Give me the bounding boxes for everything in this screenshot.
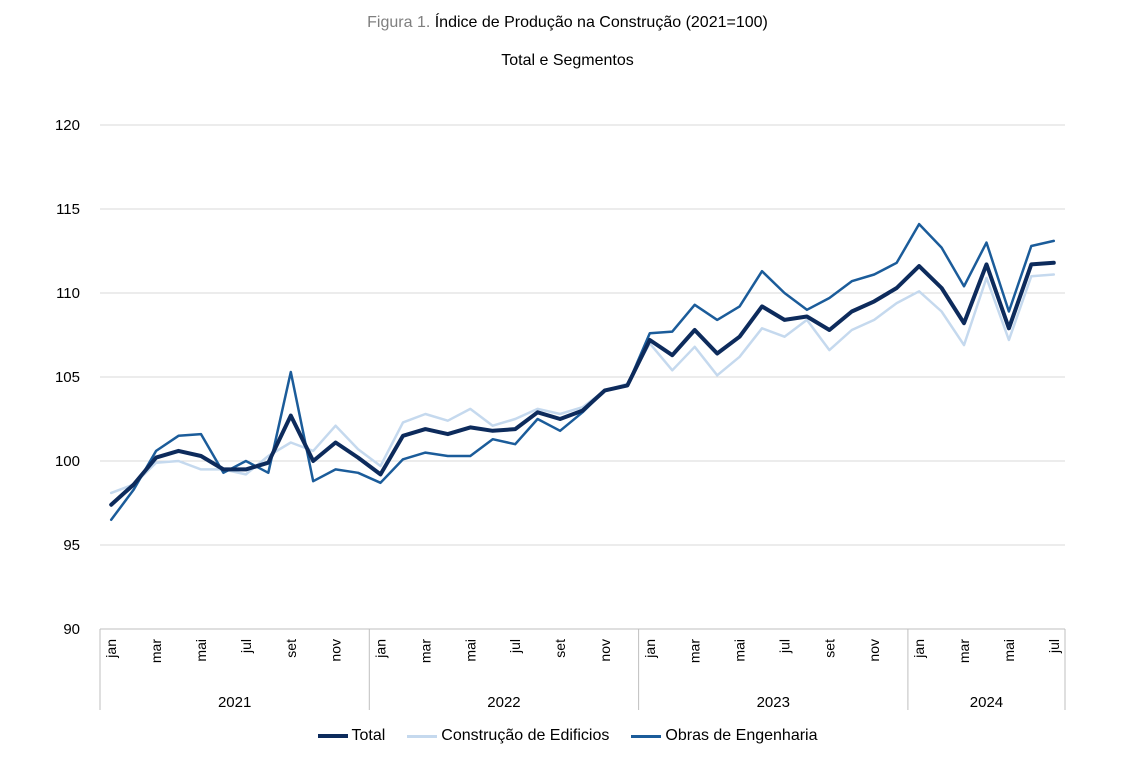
- x-tick-label-2023-jul: jul: [776, 639, 792, 654]
- year-label-2021: 2021: [218, 694, 251, 711]
- series-line-total: [109, 260, 1056, 507]
- y-tick-label-105: 105: [55, 369, 80, 386]
- x-tick-label-2022-jan: jan: [373, 639, 389, 659]
- x-tick-label-2023-mai: mai: [732, 639, 748, 662]
- series-line-engenharia: [109, 222, 1056, 522]
- chart-title: Figura 1. Índice de Produção na Construç…: [0, 14, 1135, 32]
- legend: Total Construção de Edificios Obras de E…: [0, 727, 1135, 745]
- y-tick-label-110: 110: [56, 285, 80, 302]
- legend-swatch-edificios: [407, 734, 438, 738]
- legend-item-total: Total: [317, 727, 386, 745]
- x-tick-label-2021-set: set: [283, 639, 299, 658]
- year-label-2022: 2022: [487, 694, 520, 711]
- title-prefix: Figura 1.: [367, 14, 431, 31]
- x-tick-label-2023-jan: jan: [642, 639, 658, 659]
- y-tick-label-90: 90: [63, 621, 80, 638]
- legend-swatch-total: [317, 734, 348, 738]
- legend-item-engenharia: Obras de Engenharia: [631, 727, 818, 745]
- x-tick-label-2024-mai: mai: [1001, 639, 1017, 662]
- x-tick-label-2024-mar: mar: [956, 639, 972, 663]
- x-tick-label-2024-jan: jan: [911, 639, 927, 659]
- x-tick-label-2022-jul: jul: [507, 639, 523, 654]
- y-tick-label-115: 115: [56, 201, 80, 218]
- x-tick-label-2022-mar: mar: [417, 639, 433, 663]
- chart-subtitle: Total e Segmentos: [501, 52, 634, 69]
- x-tick-label-2021-jul: jul: [238, 639, 254, 654]
- x-tick-label-2023-nov: nov: [866, 639, 882, 662]
- x-tick-label-2021-mai: mai: [193, 639, 209, 662]
- x-tick-label-2023-set: set: [821, 639, 837, 658]
- legend-item-edificios: Construção de Edificios: [407, 727, 609, 745]
- legend-swatch-engenharia: [631, 734, 662, 738]
- x-tick-label-2024-jul: jul: [1046, 639, 1062, 654]
- x-tick-label-2022-set: set: [552, 639, 568, 658]
- legend-label-total: Total: [351, 727, 386, 744]
- x-tick-label-2021-mar: mar: [148, 639, 164, 663]
- y-tick-label-120: 120: [55, 117, 80, 134]
- legend-label-engenharia: Obras de Engenharia: [665, 727, 818, 744]
- y-tick-label-100: 100: [55, 453, 80, 470]
- series-line-edificios: [109, 273, 1056, 495]
- x-tick-label-2023-mar: mar: [687, 639, 703, 663]
- title-text: Índice de Produção na Construção (2021=1…: [434, 14, 768, 31]
- x-tick-label-2022-mai: mai: [462, 639, 478, 662]
- x-tick-label-2021-nov: nov: [328, 639, 344, 662]
- year-label-2024: 2024: [970, 694, 1003, 711]
- year-label-2023: 2023: [757, 694, 790, 711]
- legend-label-edificios: Construção de Edificios: [441, 727, 610, 744]
- x-tick-label-2021-jan: jan: [103, 639, 119, 659]
- x-tick-label-2022-nov: nov: [597, 639, 613, 662]
- y-tick-label-95: 95: [63, 537, 80, 554]
